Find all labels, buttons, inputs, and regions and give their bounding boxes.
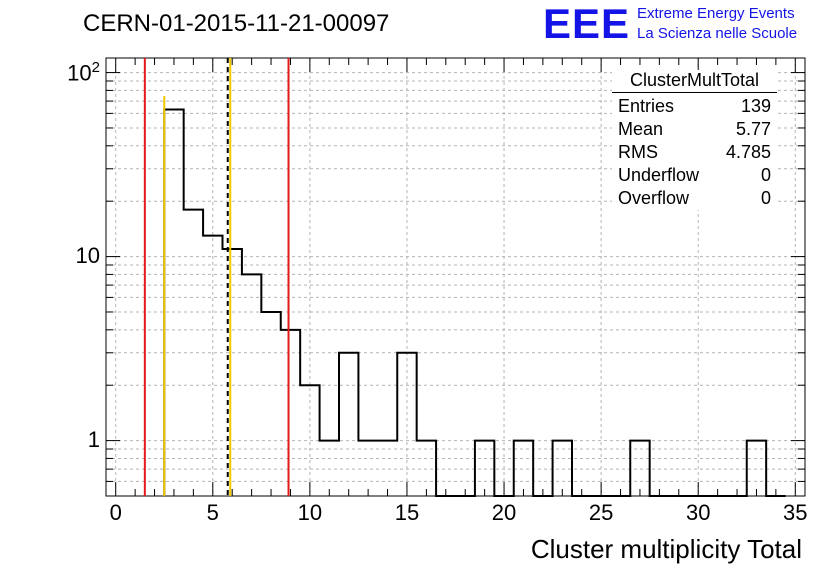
y-tick-label: 10 <box>75 242 100 268</box>
logo-caption-line2: La Scienza nelle Scuole <box>637 25 798 42</box>
stats-row-overflow: Overflow 0 <box>612 187 777 210</box>
stats-box-title: ClusterMultTotal <box>612 70 777 93</box>
stats-value: 0 <box>760 188 771 208</box>
histogram-bar <box>223 249 242 496</box>
x-tick-label: 25 <box>588 500 614 525</box>
y-tick-label: 102 <box>67 58 100 85</box>
stats-value: 5.77 <box>735 119 771 139</box>
histogram-bar <box>164 109 183 496</box>
x-tick-label: 30 <box>685 500 711 525</box>
stats-label: RMS <box>618 142 658 162</box>
stats-row-entries: Entries 139 <box>612 95 777 118</box>
stats-label: Entries <box>618 96 675 116</box>
eee-logo: EEE <box>543 0 631 47</box>
x-tick-label: 20 <box>491 500 517 525</box>
stats-label: Overflow <box>618 188 690 208</box>
y-tick-exponent: 2 <box>91 58 100 76</box>
stats-value: 0 <box>760 165 771 185</box>
stats-box: ClusterMultTotal Entries 139 Mean 5.77 R… <box>612 70 777 210</box>
x-tick-label: 35 <box>783 500 808 525</box>
x-tick-label: 5 <box>206 500 219 525</box>
histogram-bar <box>339 353 358 496</box>
stats-label: Underflow <box>618 165 700 185</box>
histogram-bar <box>358 441 377 496</box>
page-title: CERN-01-2015-11-21-00097 <box>83 10 390 37</box>
x-tick-label: 10 <box>297 500 323 525</box>
stats-row-rms: RMS 4.785 <box>612 141 777 164</box>
histogram-bar <box>281 330 300 496</box>
logo-caption: Extreme Energy Events La Scienza nelle S… <box>637 4 797 44</box>
histogram-bar <box>261 312 280 496</box>
logo-caption-line1: Extreme Energy Events <box>637 5 795 22</box>
histogram-outline <box>163 108 786 497</box>
y-tick-label: 1 <box>87 426 100 452</box>
stats-value: 4.785 <box>725 142 771 162</box>
x-tick-label: 15 <box>394 500 420 525</box>
stats-row-underflow: Underflow 0 <box>612 164 777 187</box>
stats-label: Mean <box>618 119 664 139</box>
stats-row-mean: Mean 5.77 <box>612 118 777 141</box>
x-tick-label: 0 <box>109 500 122 525</box>
x-axis-label: Cluster multiplicity Total <box>530 534 802 564</box>
stats-value: 139 <box>740 96 771 116</box>
